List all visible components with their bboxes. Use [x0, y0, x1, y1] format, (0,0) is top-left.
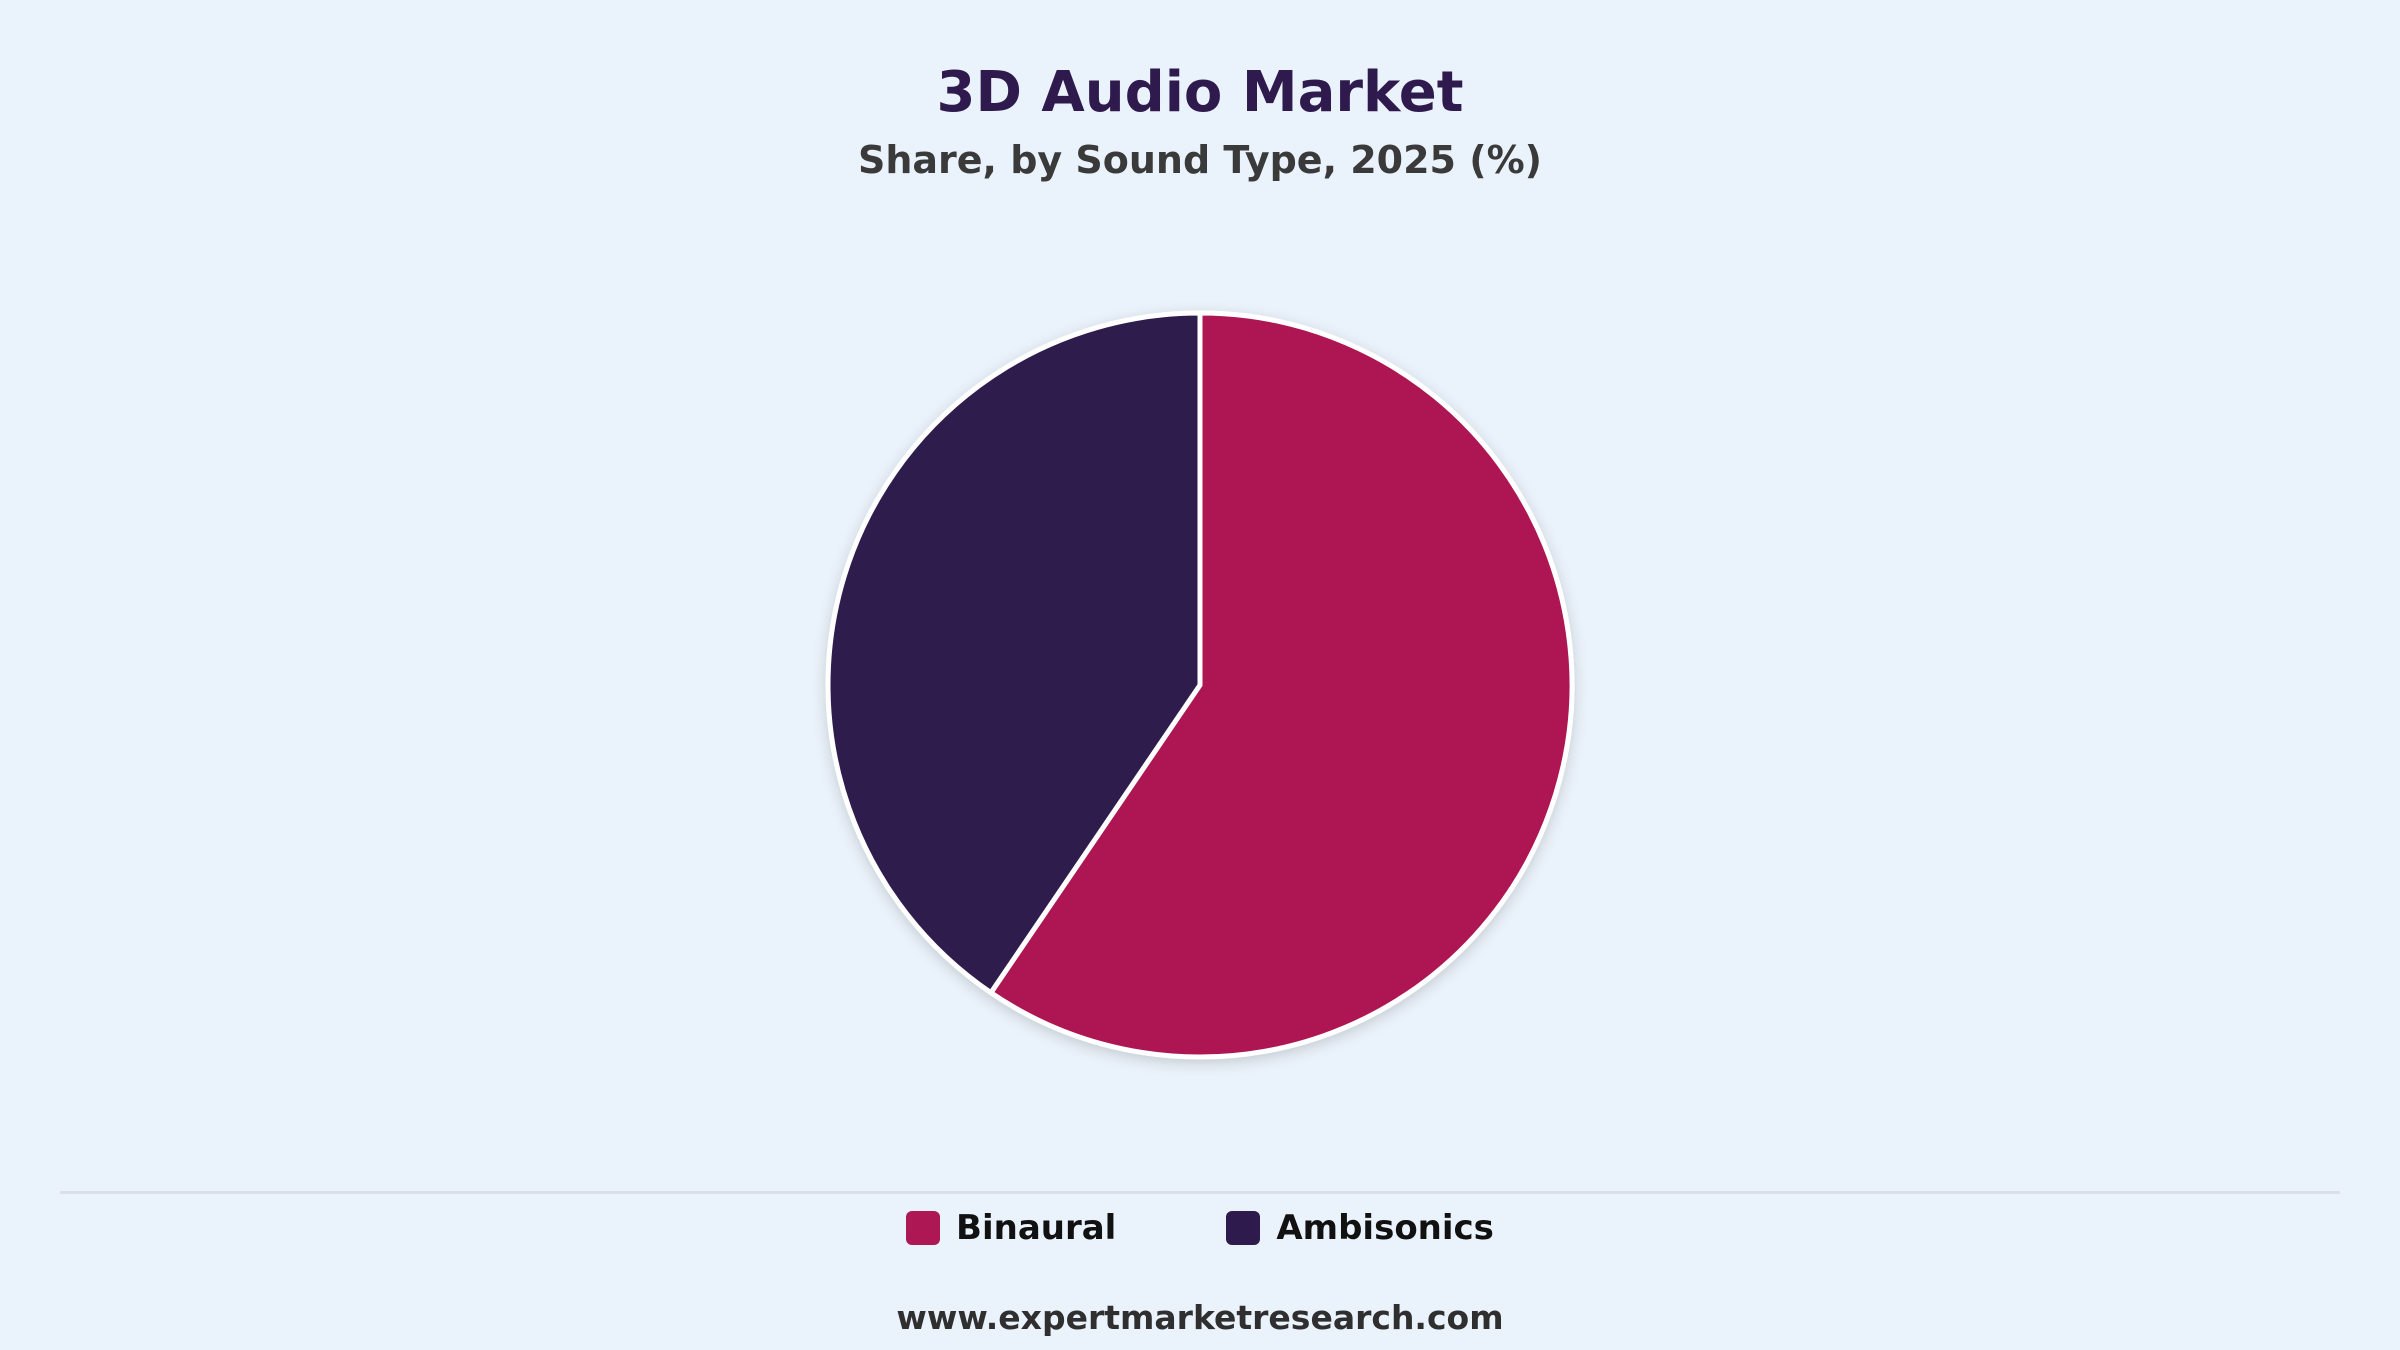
legend-label-binaural: Binaural — [956, 1208, 1117, 1248]
legend-item-ambisonics[interactable]: Ambisonics — [1226, 1208, 1494, 1248]
legend-swatch-binaural — [906, 1211, 941, 1245]
source-url[interactable]: www.expertmarketresearch.com — [896, 1298, 1504, 1337]
legend: Binaural Ambisonics — [0, 1208, 2400, 1248]
chart-subtitle: Share, by Sound Type, 2025 (%) — [857, 138, 1543, 182]
pie-slice-ambisonics[interactable] — [825, 310, 1203, 996]
pie-slice-binaural[interactable] — [988, 310, 1575, 1060]
legend-label-ambisonics: Ambisonics — [1276, 1208, 1494, 1248]
legend-divider — [60, 1191, 2340, 1194]
legend-swatch-ambisonics — [1226, 1211, 1261, 1245]
legend-item-binaural[interactable]: Binaural — [906, 1208, 1116, 1248]
chart-title: 3D Audio Market — [936, 60, 1464, 125]
